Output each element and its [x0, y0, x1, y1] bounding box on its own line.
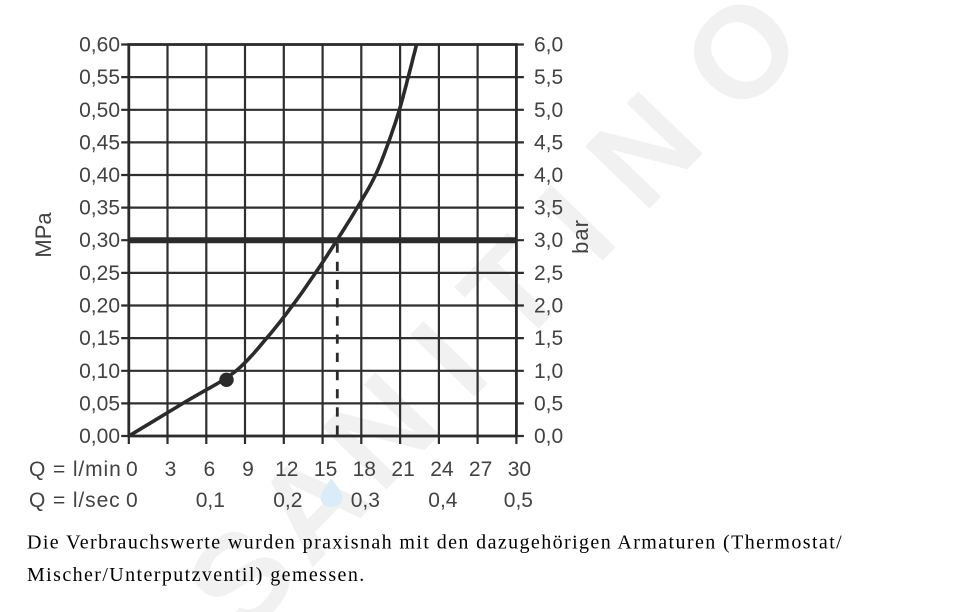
svg-text:0,0: 0,0 [534, 425, 563, 448]
svg-text:0,25: 0,25 [79, 262, 120, 285]
svg-text:0: 0 [126, 489, 138, 512]
svg-text:0,00: 0,00 [79, 425, 120, 448]
svg-text:5,0: 5,0 [534, 99, 563, 122]
svg-text:Die Verbrauchswerte wurden pra: Die Verbrauchswerte wurden praxisnah mit… [27, 532, 843, 554]
svg-text:27: 27 [469, 458, 492, 481]
svg-text:0,35: 0,35 [79, 197, 120, 220]
svg-text:24: 24 [430, 458, 454, 481]
svg-text:0,55: 0,55 [79, 66, 120, 89]
svg-text:0,50: 0,50 [79, 99, 120, 122]
svg-text:0,1: 0,1 [196, 489, 225, 512]
svg-text:4,0: 4,0 [534, 164, 563, 187]
svg-text:0,2: 0,2 [273, 489, 302, 512]
svg-text:0,4: 0,4 [428, 489, 458, 512]
svg-text:1,5: 1,5 [534, 327, 563, 350]
svg-text:0,45: 0,45 [79, 131, 120, 154]
svg-text:0,05: 0,05 [79, 392, 120, 415]
svg-text:Q = l/min: Q = l/min [29, 458, 122, 481]
svg-text:15: 15 [314, 458, 337, 481]
svg-text:bar: bar [568, 219, 593, 254]
svg-text:2,0: 2,0 [534, 295, 563, 318]
svg-text:0,60: 0,60 [79, 34, 120, 57]
svg-text:Q = l/sec: Q = l/sec [29, 489, 121, 512]
svg-text:2,5: 2,5 [534, 262, 563, 285]
svg-text:3: 3 [165, 458, 177, 481]
svg-text:MPa: MPa [31, 212, 56, 258]
svg-text:0,5: 0,5 [504, 489, 533, 512]
svg-text:0,3: 0,3 [351, 489, 380, 512]
svg-text:5,5: 5,5 [534, 66, 563, 89]
svg-text:0,10: 0,10 [79, 360, 120, 383]
svg-text:0,5: 0,5 [534, 392, 563, 415]
svg-text:Mischer/Unterputzventil) gemes: Mischer/Unterputzventil) gemessen. [27, 564, 366, 586]
svg-text:0,40: 0,40 [79, 164, 120, 187]
svg-text:18: 18 [353, 458, 376, 481]
svg-text:1,0: 1,0 [534, 360, 563, 383]
svg-text:3,0: 3,0 [534, 229, 563, 252]
svg-text:30: 30 [508, 458, 531, 481]
svg-text:9: 9 [242, 458, 254, 481]
svg-text:0: 0 [126, 458, 138, 481]
svg-text:6,0: 6,0 [534, 34, 563, 57]
svg-text:6: 6 [203, 458, 215, 481]
svg-text:0,20: 0,20 [79, 295, 120, 318]
svg-text:21: 21 [391, 458, 414, 481]
svg-text:0,30: 0,30 [79, 229, 120, 252]
svg-text:4,5: 4,5 [534, 131, 563, 154]
svg-text:12: 12 [275, 458, 298, 481]
svg-text:0,15: 0,15 [79, 327, 120, 350]
svg-text:3,5: 3,5 [534, 197, 563, 220]
